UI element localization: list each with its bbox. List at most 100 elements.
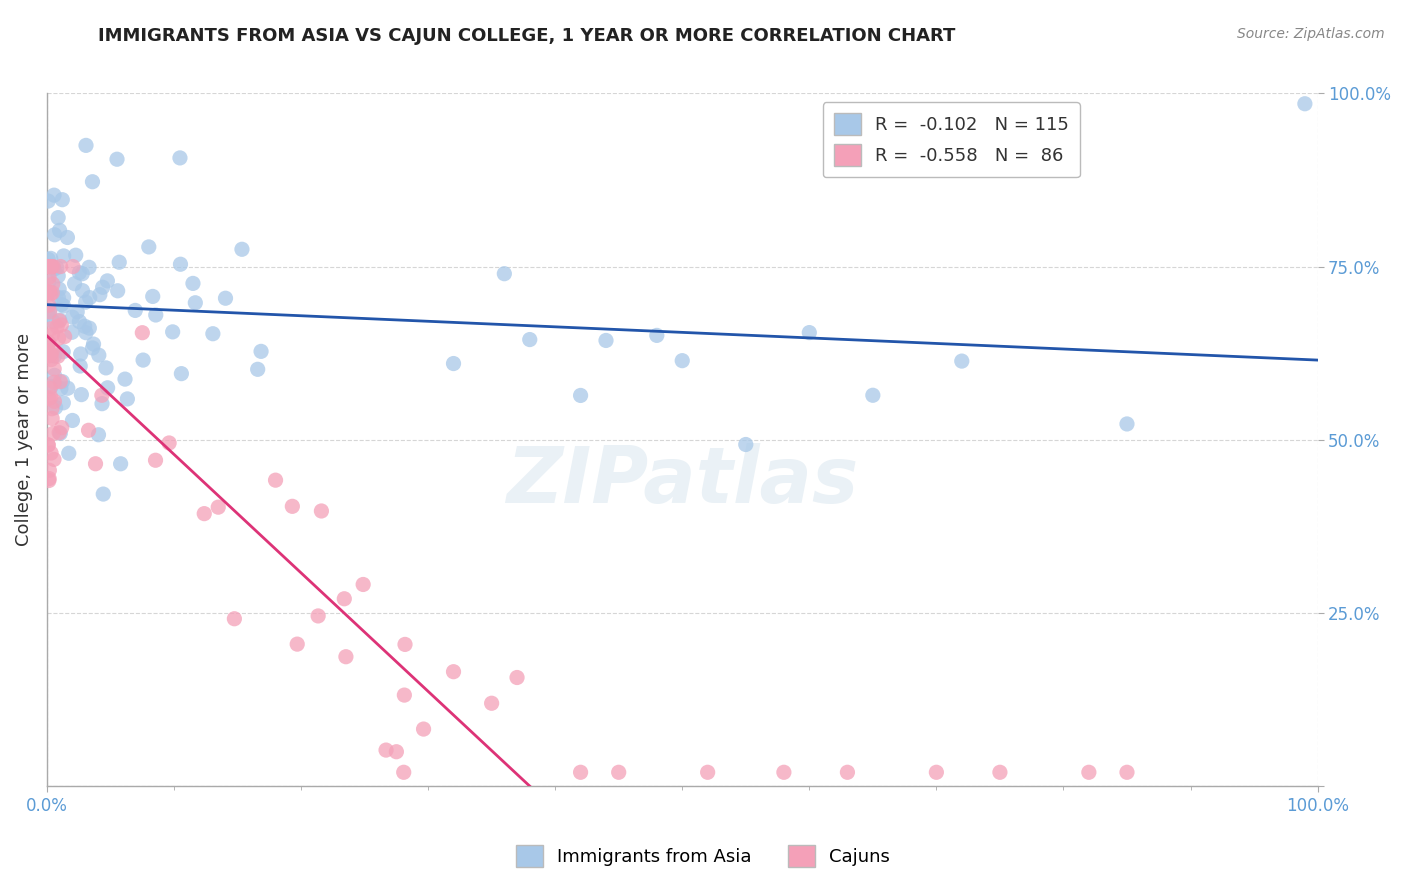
- Point: [37, 438, 59, 452]
- Point: [157, 436, 180, 450]
- Point: [519, 333, 541, 347]
- Point: [107, 284, 129, 298]
- Point: [39, 381, 62, 395]
- Point: [48, 425, 70, 440]
- Point: [51, 318, 73, 332]
- Point: [1294, 96, 1316, 111]
- Point: [124, 303, 146, 318]
- Point: [91, 487, 114, 501]
- Point: [77, 423, 100, 437]
- Point: [91, 280, 114, 294]
- Point: [307, 609, 329, 624]
- Point: [38, 285, 60, 299]
- Point: [37, 349, 59, 363]
- Point: [169, 257, 191, 271]
- Point: [39, 390, 62, 404]
- Point: [1077, 765, 1099, 780]
- Point: [96, 274, 118, 288]
- Point: [38, 391, 60, 405]
- Point: [862, 388, 884, 402]
- Point: [392, 765, 415, 780]
- Point: [79, 291, 101, 305]
- Point: [82, 341, 104, 355]
- Point: [142, 289, 165, 303]
- Point: [108, 255, 131, 269]
- Text: IMMIGRANTS FROM ASIA VS CAJUN COLLEGE, 1 YEAR OR MORE CORRELATION CHART: IMMIGRANTS FROM ASIA VS CAJUN COLLEGE, 1…: [98, 27, 956, 45]
- Point: [46, 349, 69, 363]
- Point: [45, 260, 67, 275]
- Point: [132, 353, 155, 368]
- Point: [38, 260, 60, 274]
- Point: [38, 298, 60, 312]
- Point: [481, 696, 503, 710]
- Point: [48, 314, 70, 328]
- Point: [42, 260, 65, 274]
- Point: [925, 765, 948, 780]
- Point: [41, 411, 63, 425]
- Point: [37, 252, 59, 267]
- Point: [63, 277, 86, 291]
- Point: [52, 396, 75, 410]
- Point: [250, 344, 273, 359]
- Point: [90, 388, 112, 402]
- Point: [51, 297, 73, 311]
- Point: [181, 277, 204, 291]
- Point: [42, 188, 65, 202]
- Point: [70, 387, 93, 401]
- Point: [246, 362, 269, 376]
- Point: [39, 252, 62, 266]
- Point: [184, 295, 207, 310]
- Point: [333, 591, 356, 606]
- Point: [37, 347, 59, 361]
- Point: [44, 368, 66, 383]
- Point: [79, 321, 101, 335]
- Legend: Immigrants from Asia, Cajuns: Immigrants from Asia, Cajuns: [509, 838, 897, 874]
- Point: [52, 299, 75, 313]
- Point: [75, 326, 97, 340]
- Text: ZIPatlas: ZIPatlas: [506, 443, 858, 519]
- Point: [773, 765, 796, 780]
- Point: [734, 437, 756, 451]
- Point: [83, 337, 105, 351]
- Point: [66, 305, 89, 319]
- Point: [117, 392, 139, 406]
- Point: [37, 334, 59, 349]
- Point: [105, 153, 128, 167]
- Point: [62, 260, 84, 274]
- Point: [39, 322, 62, 336]
- Point: [394, 688, 416, 702]
- Point: [169, 151, 191, 165]
- Point: [56, 230, 79, 244]
- Point: [110, 457, 132, 471]
- Point: [67, 314, 90, 328]
- Point: [645, 328, 668, 343]
- Point: [77, 260, 100, 275]
- Point: [671, 353, 693, 368]
- Point: [39, 348, 62, 362]
- Point: [443, 357, 465, 371]
- Point: [201, 326, 224, 341]
- Point: [73, 319, 96, 334]
- Point: [75, 295, 97, 310]
- Point: [38, 303, 60, 318]
- Point: [51, 375, 73, 389]
- Point: [37, 194, 59, 208]
- Point: [231, 242, 253, 256]
- Point: [595, 334, 617, 348]
- Point: [138, 240, 160, 254]
- Point: [91, 397, 114, 411]
- Point: [41, 343, 63, 358]
- Point: [41, 327, 63, 342]
- Point: [56, 381, 79, 395]
- Point: [41, 285, 63, 300]
- Point: [443, 665, 465, 679]
- Point: [46, 290, 69, 304]
- Point: [385, 745, 408, 759]
- Point: [281, 500, 304, 514]
- Point: [837, 765, 859, 780]
- Point: [38, 270, 60, 285]
- Point: [352, 577, 374, 591]
- Point: [131, 326, 153, 340]
- Point: [67, 266, 90, 280]
- Point: [412, 722, 434, 736]
